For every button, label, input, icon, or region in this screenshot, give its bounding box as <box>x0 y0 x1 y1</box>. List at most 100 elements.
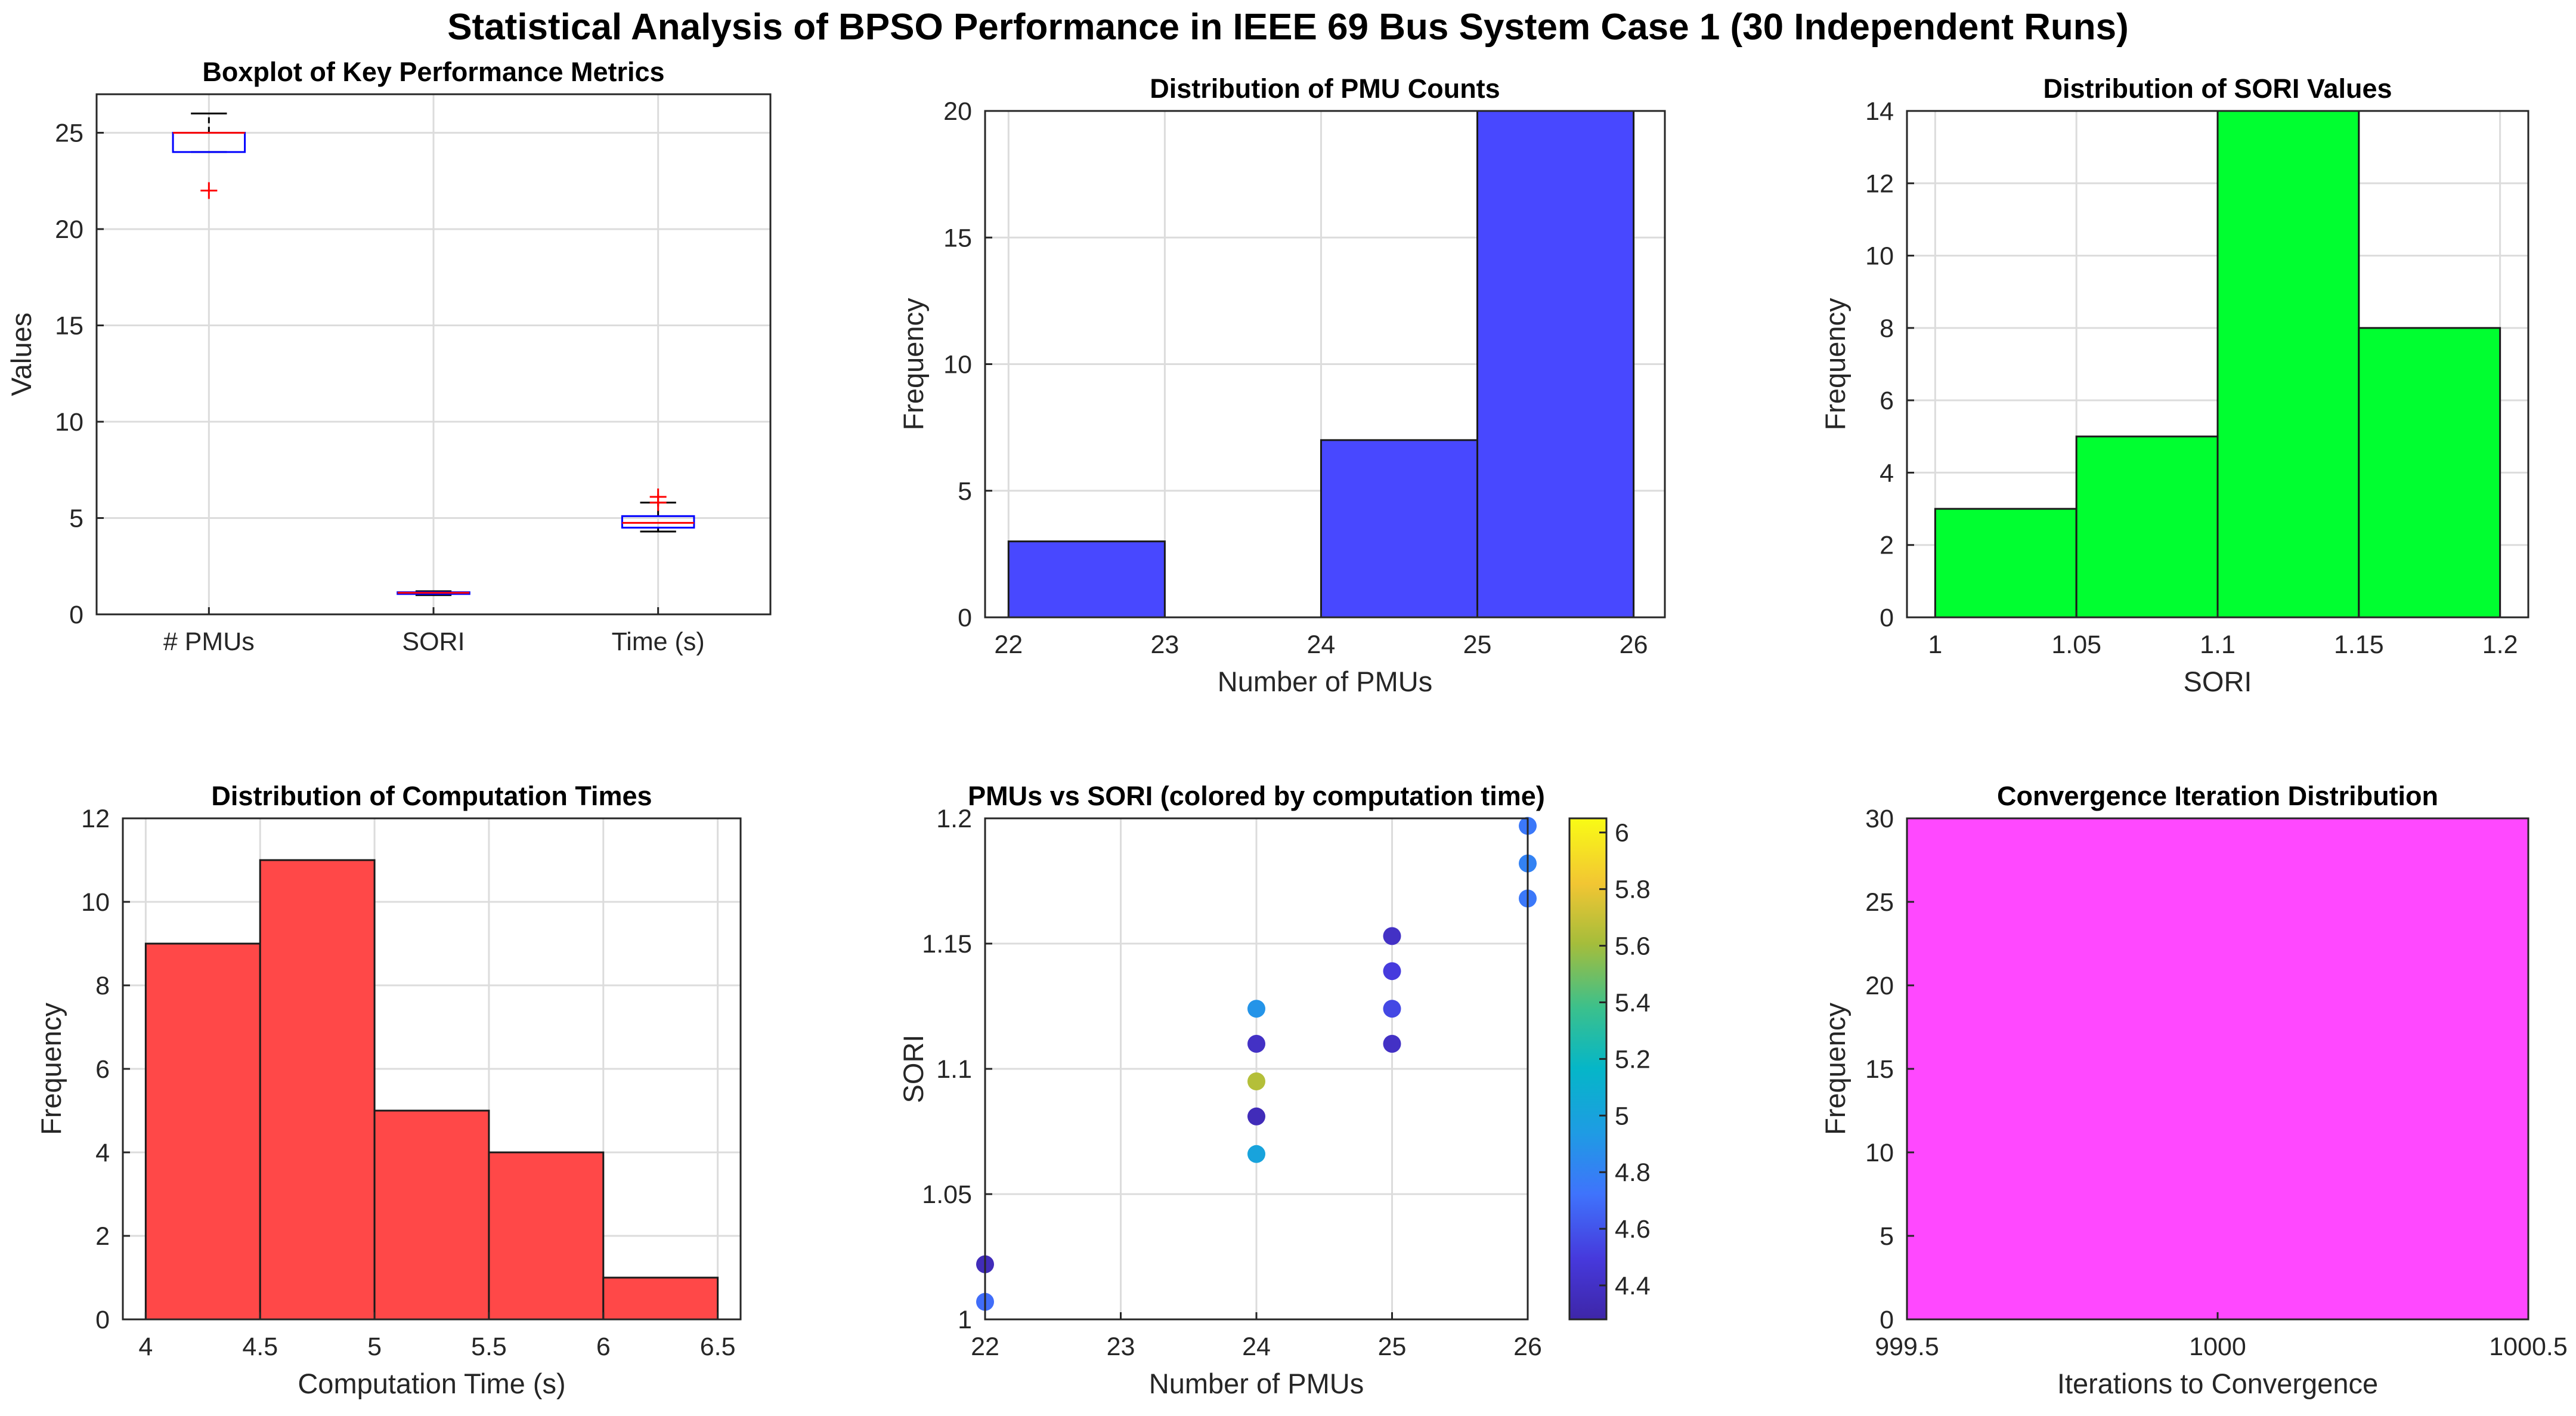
x-tick-label: 26 <box>1620 630 1648 659</box>
x-tick-label: 6.5 <box>700 1332 736 1361</box>
y-axis-label: Frequency <box>1819 1002 1851 1135</box>
scatter-point <box>1247 1107 1265 1126</box>
x-tick-label: 5.5 <box>471 1332 507 1361</box>
colorbar-tick-label: 4.6 <box>1615 1215 1651 1244</box>
x-tick-label: 1000.5 <box>2489 1332 2568 1361</box>
y-tick-label: 15 <box>1865 1055 1894 1084</box>
x-tick-label: 5 <box>367 1332 382 1361</box>
x-tick-label: 1.15 <box>2334 630 2384 659</box>
x-tick-label: 1 <box>1928 630 1942 659</box>
y-tick-label: 1 <box>958 1306 972 1334</box>
panel-title: PMUs vs SORI (colored by computation tim… <box>968 781 1545 811</box>
y-tick-label: 15 <box>55 312 83 341</box>
colorbar <box>1568 817 1608 1321</box>
y-tick-label: 8 <box>1880 314 1894 343</box>
y-tick-label: 10 <box>55 408 83 437</box>
histogram-bar <box>2216 110 2360 619</box>
colorbar-tick-label: 5 <box>1615 1102 1629 1130</box>
scatter-point <box>1247 1035 1265 1053</box>
y-axis-label: Frequency <box>897 298 929 431</box>
box-iqr <box>621 515 695 529</box>
colorbar-tick-label: 5.8 <box>1615 876 1651 904</box>
box-outlier <box>200 182 218 199</box>
y-tick-label: 25 <box>1865 888 1894 917</box>
histogram-bar <box>373 1109 490 1321</box>
scatter-point <box>1383 927 1401 945</box>
y-axis-label: Values <box>5 313 37 396</box>
histogram-bar <box>1906 817 2529 1321</box>
histogram-bar <box>1320 439 1479 619</box>
colorbar-tick-label: 5.6 <box>1615 932 1651 961</box>
y-tick-label: 12 <box>81 805 110 833</box>
y-tick-label: 10 <box>1865 242 1894 271</box>
panel-p4: 4 4.5 5 5.5 6 6.5 0 2 4 6 8 10 12 Distribution of Com… <box>35 781 742 1399</box>
y-tick-label: 4 <box>95 1139 110 1167</box>
x-axis-label: Computation Time (s) <box>298 1368 565 1399</box>
y-tick-label: 10 <box>943 351 972 379</box>
x-axis-label: Number of PMUs <box>1149 1368 1364 1399</box>
panel-title: Distribution of Computation Times <box>211 781 652 811</box>
panel-p3: 1 1.05 1.1 1.15 1.2 0 2 4 6 8 10 12 14 Distribution o… <box>1819 73 2529 697</box>
x-tick-label: 1.05 <box>2051 630 2101 659</box>
histogram-bar <box>2075 435 2219 619</box>
panel-title: Convergence Iteration Distribution <box>1997 781 2438 811</box>
y-tick-label: 15 <box>943 224 972 252</box>
panel-title: Distribution of SORI Values <box>2043 73 2392 104</box>
histogram-bar <box>259 859 376 1321</box>
y-tick-label: 8 <box>95 972 110 1000</box>
x-tick-label: 25 <box>1378 1332 1407 1361</box>
y-tick-label: 20 <box>55 215 83 244</box>
histogram-bar <box>602 1276 719 1321</box>
y-axis-label: SORI <box>897 1035 929 1103</box>
y-tick-label: 0 <box>958 604 972 632</box>
x-tick-label: # PMUs <box>163 627 255 656</box>
y-tick-label: 0 <box>95 1306 110 1334</box>
scatter-point <box>1247 1145 1265 1163</box>
y-tick-label: 6 <box>1880 387 1894 415</box>
x-tick-label: 1.2 <box>2482 630 2518 659</box>
x-tick-label: 4.5 <box>242 1332 278 1361</box>
x-tick-label: 1.1 <box>2200 630 2236 659</box>
x-tick-label: 6 <box>596 1332 611 1361</box>
y-tick-label: 0 <box>1880 1306 1894 1334</box>
panel-p5: 4.4 4.6 4.8 5 5.2 5.4 5.6 5.8 6 22 23 24 25 26 1 1.05 1.… <box>897 781 1651 1399</box>
colorbar-tick-label: 4.4 <box>1615 1272 1651 1300</box>
y-tick-label: 10 <box>81 888 110 917</box>
y-tick-label: 20 <box>1865 972 1894 1000</box>
x-tick-label: 26 <box>1513 1332 1542 1361</box>
x-tick-label: 1000 <box>2189 1332 2246 1361</box>
colorbar-tick-label: 5.4 <box>1615 988 1651 1017</box>
y-tick-label: 2 <box>95 1222 110 1251</box>
y-tick-label: 6 <box>95 1055 110 1084</box>
y-tick-label: 1.1 <box>936 1055 972 1084</box>
panel-p2: 22 23 24 25 26 0 5 10 15 20 Distribution of PMU Co… <box>897 73 1666 697</box>
x-axis-label: Number of PMUs <box>1218 666 1432 697</box>
x-tick-label: Time (s) <box>612 627 705 656</box>
x-tick-label: 24 <box>1242 1332 1271 1361</box>
x-axis-label: SORI <box>2184 666 2252 697</box>
y-tick-label: 0 <box>69 601 83 629</box>
scatter-point <box>1383 1000 1401 1018</box>
y-tick-label: 30 <box>1865 805 1894 833</box>
box-outlier <box>649 488 667 505</box>
y-axis-label: Frequency <box>1819 298 1851 431</box>
figure-title: Statistical Analysis of BPSO Performance… <box>447 7 2129 48</box>
x-tick-label: 25 <box>1463 630 1492 659</box>
y-tick-label: 20 <box>943 97 972 126</box>
colorbar-tick-label: 4.8 <box>1615 1158 1651 1187</box>
panel-title: Boxplot of Key Performance Metrics <box>202 57 664 87</box>
x-tick-label: 4 <box>138 1332 153 1361</box>
x-tick-label: SORI <box>402 627 465 656</box>
x-tick-label: 24 <box>1307 630 1336 659</box>
histogram-bar <box>144 942 261 1321</box>
y-tick-label: 12 <box>1865 169 1894 198</box>
x-tick-label: 23 <box>1107 1332 1135 1361</box>
y-tick-label: 5 <box>69 505 83 533</box>
panel-p1: # PMUs SORI Time (s) 0 5 10 15 20 25 Boxplot of K… <box>5 57 772 656</box>
scatter-point <box>1247 1000 1265 1018</box>
histogram-bar <box>1476 110 1635 619</box>
x-tick-label: 23 <box>1150 630 1179 659</box>
histogram-bar <box>1934 508 2077 619</box>
colorbar-tick-label: 6 <box>1615 819 1629 848</box>
panel-p6: 999.5 1000 1000.5 0 5 10 15 20 25 30 Convergence I… <box>1819 781 2568 1399</box>
